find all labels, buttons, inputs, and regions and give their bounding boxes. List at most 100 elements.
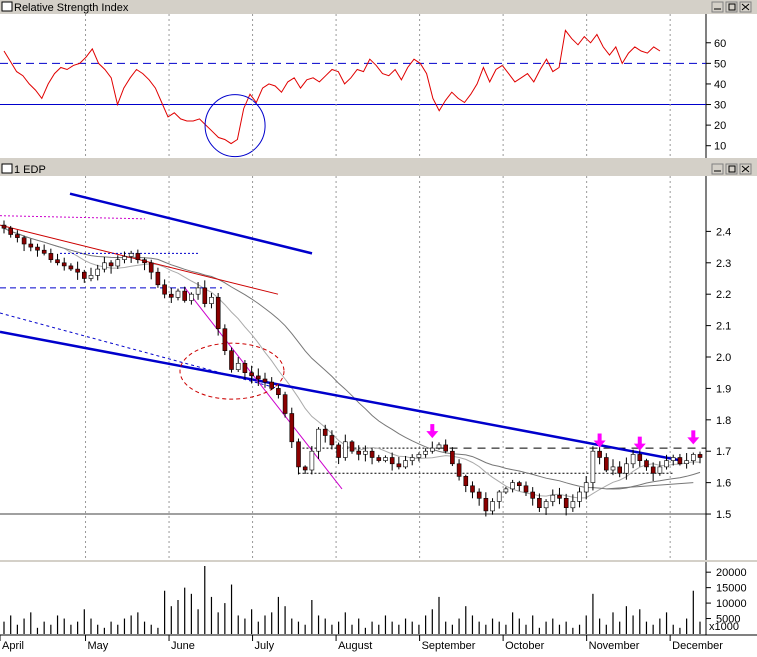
candle-body <box>209 296 214 304</box>
date-tick-label: July <box>255 640 275 652</box>
candle-body <box>316 428 321 452</box>
candle-body <box>55 259 60 264</box>
rsi-restore-button[interactable] <box>725 1 738 13</box>
date-axis <box>0 635 757 652</box>
date-tick-label: December <box>672 640 723 652</box>
candle-body <box>195 287 201 295</box>
price-tick-label: 1.6 <box>716 478 731 490</box>
candle-body <box>637 454 643 461</box>
candle-body <box>202 287 208 304</box>
rsi-close-button[interactable] <box>739 1 752 13</box>
arrow-head <box>593 440 606 448</box>
breakdown-ellipse <box>179 342 285 400</box>
candle-body <box>543 501 549 509</box>
price-minimize-button[interactable] <box>711 163 724 175</box>
candle-body <box>456 463 462 477</box>
price-tick-label: 2.2 <box>716 289 731 301</box>
rsi-line <box>3 29 661 145</box>
candle-body <box>530 491 536 499</box>
candle-body <box>102 262 107 270</box>
rsi-tick-label: 40 <box>714 79 726 91</box>
candle-body <box>289 413 295 443</box>
candle-body <box>122 256 127 260</box>
date-tick-label: June <box>171 640 195 652</box>
rsi-panel <box>0 0 757 158</box>
candle-body <box>41 249 47 254</box>
price-plot: 1.5 1.6 1.7 1.8 1.9 2.0 2.1 2.2 2.3 2.4 <box>0 176 731 560</box>
candle-body <box>115 259 121 267</box>
candle-body <box>670 457 676 461</box>
price-tick-label: 1.5 <box>716 509 731 521</box>
candle-body <box>550 494 556 502</box>
candle-body <box>403 460 408 468</box>
candle-body <box>463 475 469 486</box>
resistance-touch-arrow <box>426 424 439 439</box>
candle-body <box>48 253 54 260</box>
candle-body <box>557 494 562 499</box>
candle-body <box>175 290 181 298</box>
candle-body <box>644 460 649 468</box>
candle-body <box>15 234 20 238</box>
candle-body <box>189 293 194 301</box>
candle-body <box>155 271 161 286</box>
candle-body <box>577 491 582 502</box>
rsi-minimize-button[interactable] <box>711 1 724 13</box>
candle-body <box>148 262 154 273</box>
rsi-title: Relative Strength Index <box>14 2 129 14</box>
late-ma-segment <box>606 482 694 490</box>
candle-body <box>690 454 696 461</box>
rsi-tick-label: 50 <box>714 58 726 70</box>
candle-body <box>61 262 67 267</box>
candle-body <box>82 271 87 279</box>
candle-body <box>229 350 234 370</box>
candle-body <box>516 482 522 487</box>
date-ticks: April May June July August September October No… <box>0 635 723 652</box>
rsi-plot: 10 20 30 40 50 60 <box>0 14 726 158</box>
rsi-tick-label: 30 <box>714 100 726 112</box>
candle-body <box>21 237 27 245</box>
candle-body <box>342 441 348 458</box>
rsi-tick-label: 10 <box>714 141 726 153</box>
rsi-header <box>0 0 757 14</box>
volume-tick-label: 15000 <box>716 583 747 595</box>
candle-body <box>436 444 442 449</box>
price-tick-label: 1.7 <box>716 446 731 458</box>
price-restore-button[interactable] <box>725 163 738 175</box>
price-tick-label: 2.3 <box>716 258 731 270</box>
price-panel-menu-icon[interactable] <box>1 163 13 174</box>
candle-body <box>657 466 663 474</box>
resistance-touch-arrow <box>593 433 606 448</box>
candle-body <box>376 457 382 461</box>
candle-body <box>269 381 275 389</box>
arrow-head <box>633 443 646 451</box>
candle-body <box>409 457 415 461</box>
candle-body <box>336 444 341 458</box>
candle-body <box>630 454 636 465</box>
arrow-shaft <box>637 436 642 445</box>
candle-body <box>369 450 375 458</box>
arrow-head <box>687 437 700 445</box>
rsi-panel-menu-icon[interactable] <box>1 1 13 12</box>
volume-tick-label: 5000 <box>716 614 740 626</box>
volume-panel <box>0 562 757 635</box>
date-tick-label: September <box>422 640 476 652</box>
candle-body <box>35 246 40 251</box>
candle-body <box>597 450 602 458</box>
price-tick-label: 2.4 <box>716 226 731 238</box>
candle-body <box>624 463 629 474</box>
candle-body <box>684 460 689 465</box>
candle-body <box>610 466 616 471</box>
price-tick-label: 1.9 <box>716 383 731 395</box>
price-close-button[interactable] <box>739 163 752 175</box>
candle-body <box>95 268 100 276</box>
candle-body <box>142 259 147 264</box>
candle-body <box>650 466 656 474</box>
candle-body <box>429 447 435 452</box>
rsi-tick-label: 60 <box>714 38 726 50</box>
candle-body <box>389 457 395 465</box>
candle-body <box>496 491 502 502</box>
candle-body <box>450 450 455 465</box>
main-downtrend-line <box>0 330 683 462</box>
